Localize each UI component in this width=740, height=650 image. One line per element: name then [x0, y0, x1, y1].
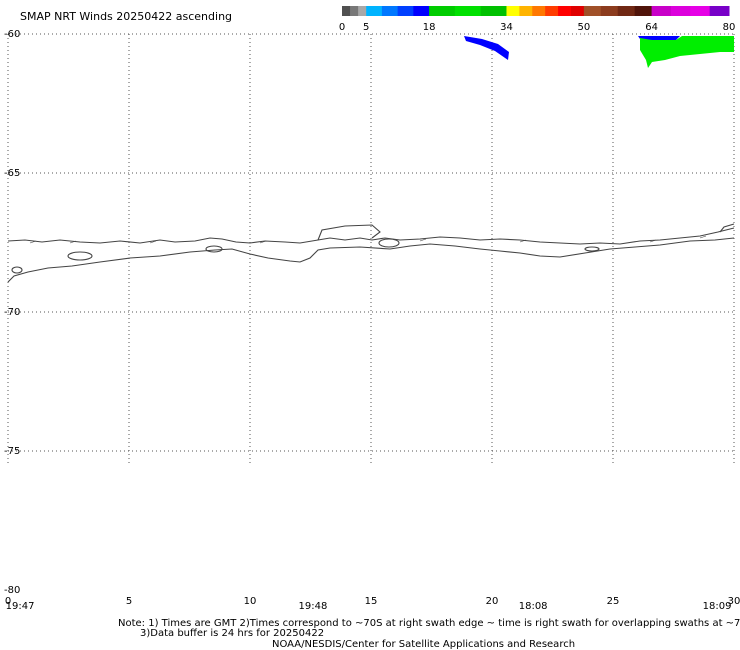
colorbar-swatch — [670, 6, 691, 16]
coastline-shelf-ticks — [29, 235, 707, 244]
lat-label: -65 — [4, 168, 20, 179]
colorbar-swatch — [342, 6, 351, 16]
swath-time-label: 18:09 — [703, 601, 732, 612]
swath-time-label: 19:48 — [299, 601, 328, 612]
colorbar-swatch — [506, 6, 520, 16]
wind-speed-colorbar — [342, 6, 730, 16]
colorbar-labels: 0 5 18 34 50 64 80 — [339, 22, 736, 33]
colorbar-swatch — [617, 6, 636, 16]
colorbar-swatch — [381, 6, 399, 16]
colorbar-label: 0 — [339, 22, 345, 33]
swath-time-label: 19:47 — [6, 601, 35, 612]
colorbar-swatch — [545, 6, 559, 16]
longitude-labels: 0 5 10 15 20 25 30 — [5, 596, 740, 607]
ice-island-5 — [584, 246, 600, 252]
colorbar-swatch — [358, 6, 367, 16]
colorbar-swatch — [397, 6, 414, 16]
colorbar-label: 50 — [578, 22, 591, 33]
ice-island-4 — [205, 245, 223, 253]
colorbar-label: 5 — [363, 22, 369, 33]
colorbar-swatch — [600, 6, 619, 16]
coastline-bump-1 — [317, 224, 381, 241]
lon-label: 5 — [126, 596, 132, 607]
wind-patch-blue-1 — [464, 36, 509, 60]
lon-label: 30 — [728, 596, 740, 607]
lat-lon-grid — [7, 33, 735, 463]
colorbar-swatch — [454, 6, 482, 16]
lon-label: 10 — [244, 596, 257, 607]
lat-label: -80 — [4, 585, 20, 596]
colorbar-swatch — [480, 6, 507, 16]
coastline-inner — [7, 237, 735, 283]
ice-island-2 — [11, 266, 23, 274]
coastline-bump-2 — [719, 223, 735, 233]
wind-patch-green — [640, 36, 734, 68]
colorbar-swatch — [413, 6, 430, 16]
lon-label: 20 — [486, 596, 499, 607]
colorbar-label: 18 — [423, 22, 436, 33]
lat-label: -60 — [4, 29, 20, 40]
colorbar-swatch — [519, 6, 533, 16]
latitude-labels: -60 -65 -70 -75 -80 — [4, 29, 20, 596]
colorbar-swatch — [570, 6, 585, 16]
note-line-2: 3)Data buffer is 24 hrs for 20250422 — [140, 628, 324, 639]
map-title: SMAP NRT Winds 20250422 ascending — [20, 10, 232, 23]
lon-label: 0 — [5, 596, 11, 607]
note-line-3: NOAA/NESDIS/Center for Satellite Applica… — [272, 639, 575, 650]
colorbar-swatch — [429, 6, 456, 16]
wind-patch-blue-2 — [638, 36, 680, 40]
lat-label: -75 — [4, 446, 20, 457]
lon-label: 15 — [365, 596, 378, 607]
colorbar-swatch — [350, 6, 359, 16]
lat-label: -70 — [4, 307, 20, 318]
ice-island-3 — [67, 251, 93, 261]
colorbar-swatch — [532, 6, 546, 16]
lon-label: 25 — [607, 596, 620, 607]
colorbar-swatch — [651, 6, 672, 16]
colorbar-label: 34 — [500, 22, 513, 33]
colorbar-label: 64 — [645, 22, 658, 33]
colorbar-swatch — [366, 6, 383, 16]
colorbar-swatch — [709, 6, 730, 16]
colorbar-swatch — [583, 6, 602, 16]
colorbar-swatch — [634, 6, 653, 16]
colorbar-swatch — [690, 6, 711, 16]
colorbar-swatch — [558, 6, 572, 16]
coastline-shelf-edge — [7, 227, 735, 245]
ice-island-1 — [378, 238, 400, 248]
note-line-1: Note: 1) Times are GMT 2)Times correspon… — [118, 618, 740, 629]
time-labels: 19:47 19:48 18:08 18:09 — [6, 601, 732, 612]
swath-time-label: 18:08 — [519, 601, 548, 612]
colorbar-label: 80 — [723, 22, 736, 33]
coastline — [7, 223, 735, 283]
